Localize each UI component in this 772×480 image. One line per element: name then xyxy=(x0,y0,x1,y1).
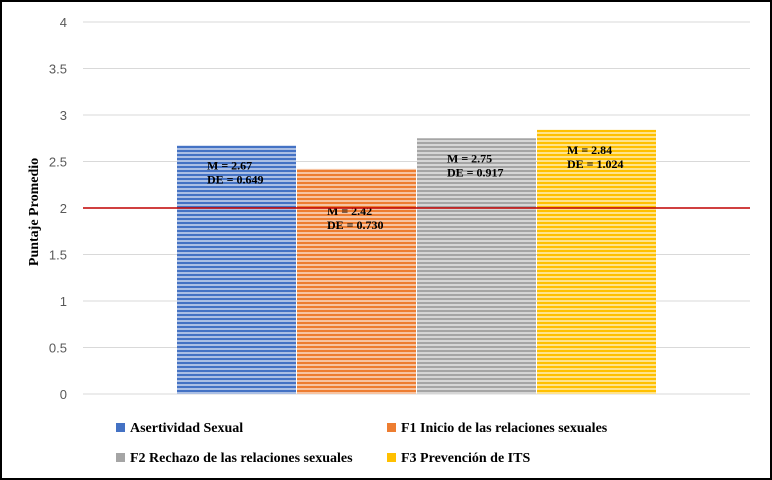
legend-entry: F2 Rechazo de las relaciones sexuales xyxy=(116,451,353,466)
data-label-sd: DE = 0.730 xyxy=(327,218,384,232)
legend-label: F2 Rechazo de las relaciones sexuales xyxy=(130,451,353,466)
data-label-mean: M = 2.42 xyxy=(327,204,372,218)
legend-label: F1 Inicio de las relaciones sexuales xyxy=(401,421,608,436)
bars xyxy=(177,129,656,394)
y-axis-label: Puntaje Promedio xyxy=(27,158,42,266)
y-tick-label: 3.5 xyxy=(49,62,67,77)
bar xyxy=(537,129,656,394)
data-label-sd: DE = 0.917 xyxy=(447,165,504,179)
y-tick-label: 2 xyxy=(60,201,67,216)
data-label-mean: M = 2.67 xyxy=(207,159,252,173)
y-tick-label: 1 xyxy=(60,294,67,309)
legend-swatch xyxy=(116,423,125,432)
legend-swatch xyxy=(387,453,396,462)
bar xyxy=(177,145,296,394)
y-tick-label: 0 xyxy=(60,387,67,402)
y-tick-label: 3 xyxy=(60,108,67,123)
bar-texture xyxy=(297,168,416,394)
bar-texture xyxy=(417,138,536,394)
bar xyxy=(417,138,536,394)
legend-label: Asertividad Sexual xyxy=(130,421,243,436)
bar xyxy=(297,168,416,394)
legend-swatch xyxy=(116,453,125,462)
legend-entry: F1 Inicio de las relaciones sexuales xyxy=(387,421,608,436)
y-tick-label: 4 xyxy=(60,15,67,30)
legend: Asertividad Sexual F1 Inicio de las relac… xyxy=(116,421,608,466)
legend-entry: Asertividad Sexual xyxy=(116,421,243,436)
y-tick-label: 2.5 xyxy=(49,155,67,170)
bar-texture xyxy=(537,129,656,394)
bar-texture xyxy=(177,145,296,394)
data-label-mean: M = 2.75 xyxy=(447,151,492,165)
legend-label: F3 Prevención de ITS xyxy=(401,451,530,466)
data-label-sd: DE = 0.649 xyxy=(207,173,264,187)
data-label-sd: DE = 1.024 xyxy=(567,157,624,171)
data-label-mean: M = 2.84 xyxy=(567,143,612,157)
legend-swatch xyxy=(387,423,396,432)
y-axis-ticks: 0 0.5 1 1.5 2 2.5 3 3.5 4 xyxy=(49,15,67,402)
y-tick-label: 0.5 xyxy=(49,341,67,356)
legend-entry: F3 Prevención de ITS xyxy=(387,451,530,466)
y-tick-label: 1.5 xyxy=(49,248,67,263)
